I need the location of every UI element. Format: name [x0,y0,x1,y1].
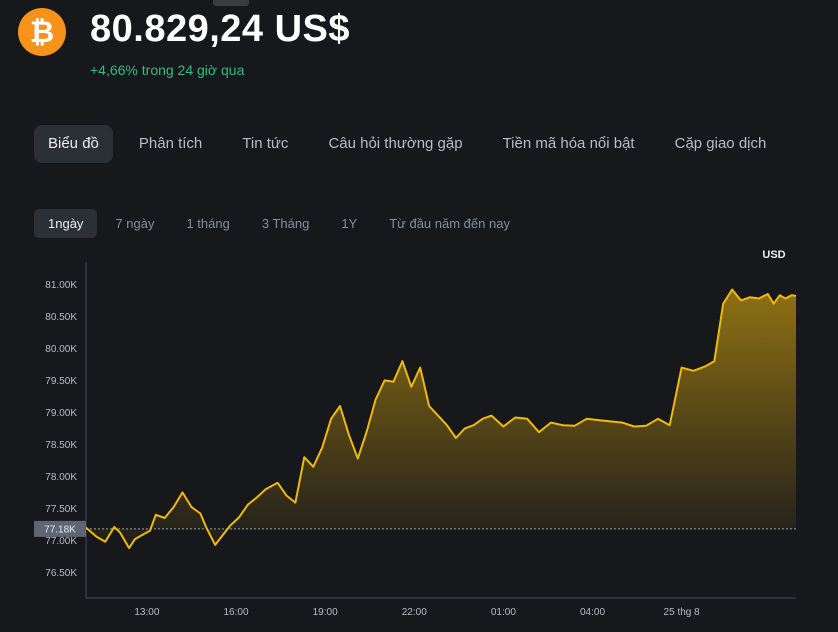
y-tick-label: 79.50K [45,376,77,387]
y-tick-label: 77.00K [45,536,77,547]
y-tick-label: 81.00K [45,280,77,291]
y-tick-label: 77.50K [45,504,77,515]
tab-chart[interactable]: Biểu đồ [34,125,113,163]
price-change-24h: +4,66% trong 24 giờ qua [90,62,245,78]
tab-news[interactable]: Tin tức [242,135,289,152]
y-tick-label: 76.50K [45,568,77,579]
range-1d[interactable]: 1ngày [34,209,98,238]
price-area-fill [86,289,796,549]
x-tick-label: 25 thg 8 [664,607,701,618]
time-range-selector: 1ngày 7 ngày 1 tháng 3 Tháng 1Y Từ đầu n… [34,209,528,238]
price-chart: USD 81.00K 80.50K 80.00K 79.50K 79.00K 78.50K… [34,249,797,618]
tab-faq[interactable]: Câu hỏi thường gặp [328,135,463,152]
y-tick-label: 78.00K [45,472,77,483]
section-tabs: Biểu đồ Phân tích Tin tức Câu hỏi thường… [34,125,792,163]
range-ytd[interactable]: Từ đầu năm đến nay [389,216,510,231]
currency-unit-label: USD [762,249,785,261]
x-tick-label: 04:00 [580,607,605,618]
x-tick-label: 22:00 [402,607,427,618]
tab-trading-pairs[interactable]: Cặp giao dịch [674,135,767,152]
price-value: 80.829,24 US$ [90,8,351,50]
range-1m[interactable]: 1 tháng [186,216,230,231]
baseline-price-tag: 77.18K [34,520,86,537]
range-1y[interactable]: 1Y [341,216,358,231]
range-3m[interactable]: 3 Tháng [261,216,310,231]
x-tick-label: 19:00 [313,607,338,618]
x-tick-label: 13:00 [134,607,159,618]
baseline-price-label: 77.18K [44,524,76,535]
tab-analysis[interactable]: Phân tích [138,135,203,152]
y-tick-label: 80.50K [45,312,77,323]
y-tick-label: 78.50K [45,440,77,451]
y-tick-label: 80.00K [45,344,77,355]
tab-trending-crypto[interactable]: Tiền mã hóa nổi bật [502,135,635,152]
y-tick-label: 79.00K [45,408,77,419]
x-tick-label: 16:00 [224,607,249,618]
range-7d[interactable]: 7 ngày [115,216,155,231]
x-tick-label: 01:00 [491,607,516,618]
price-line [85,288,797,550]
header-decoration [213,0,249,6]
bitcoin-icon: ₿ [18,8,66,56]
